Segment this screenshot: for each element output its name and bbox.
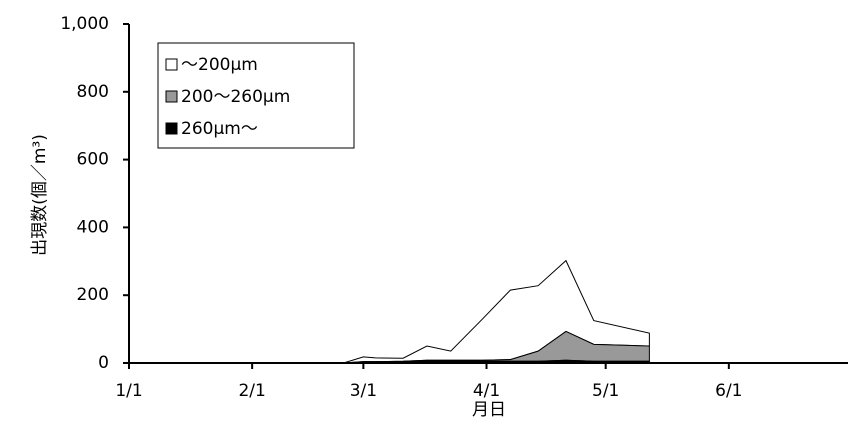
y-tick-label: 1,000 (60, 14, 109, 34)
legend-label: 260μm～ (181, 119, 258, 139)
y-tick-label: 200 (77, 285, 109, 305)
x-axis-label: 月日 (472, 400, 506, 420)
legend-label: ～200μm (181, 55, 258, 75)
x-tick-label: 5/1 (592, 381, 619, 401)
x-tick-label: 4/1 (473, 381, 500, 401)
legend-marker (165, 122, 178, 135)
legend-label: 200～260μm (181, 87, 290, 107)
x-tick-label: 6/1 (715, 381, 742, 401)
legend-box (157, 42, 355, 149)
y-tick-label: 400 (77, 217, 109, 237)
legend-marker (165, 58, 178, 71)
x-tick-label: 3/1 (350, 381, 377, 401)
y-tick-label: 600 (77, 150, 109, 170)
y-axis-label: 出現数(個／m³) (30, 134, 50, 256)
x-tick-label: 2/1 (238, 381, 265, 401)
y-tick-label: 800 (77, 82, 109, 102)
y-tick-label: 0 (98, 353, 109, 373)
x-tick-label: 1/1 (115, 381, 142, 401)
legend-marker (165, 90, 178, 103)
